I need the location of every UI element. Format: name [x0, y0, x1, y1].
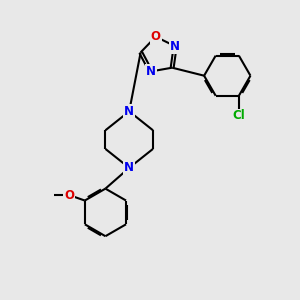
- Text: O: O: [64, 189, 74, 202]
- Text: N: N: [124, 105, 134, 118]
- Text: O: O: [151, 30, 161, 43]
- Text: N: N: [170, 40, 180, 53]
- Text: N: N: [146, 65, 156, 78]
- Text: Cl: Cl: [232, 110, 245, 122]
- Text: N: N: [124, 161, 134, 174]
